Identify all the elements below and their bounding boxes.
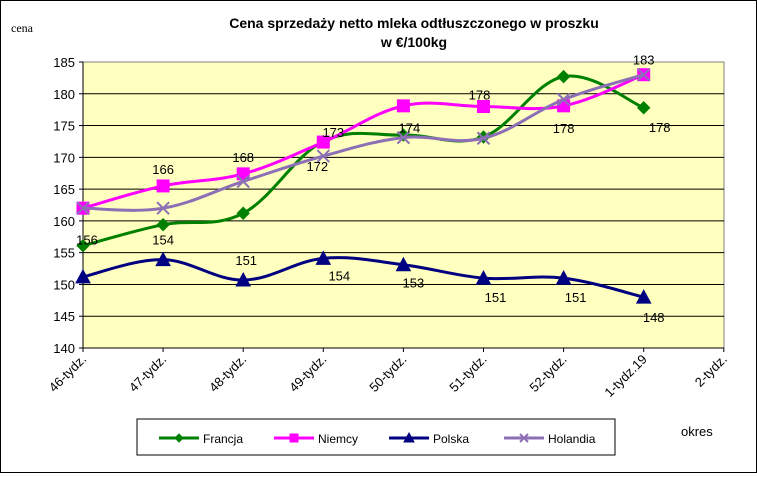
data-label-niemcy-3: 173	[322, 125, 344, 140]
data-label-francja-7: 178	[649, 120, 671, 135]
y-tick-label-180: 180	[53, 87, 75, 102]
data-label-francja-0: 156	[76, 233, 98, 248]
x-tick-label-6: 52-tydz.	[526, 352, 569, 395]
point-niemcy-4	[396, 99, 410, 113]
chart-title-line1: Cena sprzedaży netto mleka odtłuszczoneg…	[229, 15, 599, 31]
series-line-francja	[82, 74, 645, 248]
x-axis-ticks: 46-tydz. 47-tydz. 48-tydz. 49-tydz. 50-tydz.…	[46, 348, 730, 400]
point-polska-4	[395, 256, 412, 272]
series-line-holandia	[82, 73, 645, 212]
data-label-niemcy-1: 166	[152, 162, 174, 177]
legend: Francja Niemcy Polska Holandia	[136, 418, 616, 456]
legend-marker-polska	[403, 431, 415, 443]
data-label-polska-1: 154	[152, 233, 174, 248]
y-tick-label-155: 155	[53, 246, 75, 261]
point-polska-0	[75, 268, 91, 284]
point-holandia-3	[316, 149, 331, 163]
x-tick-label-2: 48-tydz.	[206, 352, 249, 395]
data-label-holandia-4: 174	[399, 121, 421, 136]
point-niemcy-2	[236, 167, 250, 181]
series-layer	[75, 68, 652, 304]
data-label-polska-6: 151	[565, 290, 587, 305]
point-polska-2	[235, 271, 252, 287]
legend-marker-holandia	[519, 433, 529, 443]
x-tick-label-8: 2-tydz.	[692, 352, 730, 390]
data-label-polska-3: 154	[328, 268, 350, 283]
x-tick-label-1: 47-tydz.	[126, 352, 169, 395]
data-label-polska-7: 148	[643, 310, 665, 325]
series-line-niemcy	[82, 73, 645, 210]
legend-label-polska: Polska	[433, 432, 469, 446]
data-label-holandia-3: 172	[306, 159, 328, 174]
data-label-polska-2: 151	[235, 253, 257, 268]
point-holandia-5	[476, 131, 491, 145]
grid-lines	[83, 93, 724, 317]
point-francja-6	[556, 69, 571, 84]
point-holandia-3-b	[316, 149, 331, 163]
point-polska-3	[315, 250, 332, 265]
legend-label-francja: Francja	[203, 432, 243, 446]
point-holandia-5-b	[476, 131, 491, 145]
point-francja-2	[236, 206, 250, 220]
point-polska-7	[635, 289, 652, 304]
point-holandia-4-b	[396, 130, 411, 145]
data-label-niemcy-6: 178	[553, 121, 575, 136]
point-polska-6	[555, 270, 572, 285]
point-holandia-2	[236, 174, 250, 189]
x-tick-label-3: 49-tydz.	[286, 352, 329, 395]
data-label-polska-4: 153	[403, 276, 425, 291]
point-holandia-7	[636, 68, 651, 82]
point-francja-7	[636, 101, 651, 115]
y-tick-label-150: 150	[53, 277, 75, 292]
point-holandia-6-b	[556, 92, 571, 107]
legend-marker-holandia-b	[519, 433, 529, 443]
series-line-polska	[82, 256, 645, 299]
point-holandia-4	[396, 130, 411, 145]
point-francja-0	[76, 238, 90, 253]
x-tick-label-0: 46-tydz.	[46, 352, 89, 395]
y-axis-ticks: 140 145 150 155 160 165 170 175 180 185	[53, 55, 83, 356]
y-tick-label-160: 160	[53, 214, 75, 229]
y-tick-label-175: 175	[53, 119, 75, 134]
y-tick-label-165: 165	[53, 182, 75, 197]
x-tick-label-5: 51-tydz.	[446, 352, 489, 395]
point-holandia-7-b	[636, 68, 651, 82]
point-polska-1	[155, 251, 171, 267]
point-holandia-6	[556, 92, 571, 107]
y-axis-label: cena	[11, 21, 34, 35]
x-tick-label-7: 1-tydz.19	[601, 352, 649, 400]
point-holandia-1	[156, 201, 170, 215]
point-niemcy-5	[477, 99, 490, 113]
point-holandia-0-b	[76, 201, 90, 215]
legend-marker-niemcy	[289, 433, 299, 443]
chart-title-line2: w €/100kg	[380, 34, 447, 50]
point-polska-5	[475, 270, 492, 285]
data-label-niemcy-5: 178	[469, 87, 491, 102]
series-polska	[75, 250, 652, 304]
data-label-niemcy-7: 183	[633, 53, 655, 68]
x-tick-label-4: 50-tydz.	[366, 352, 409, 395]
data-label-niemcy-2: 168	[232, 150, 254, 165]
point-niemcy-3	[316, 135, 330, 149]
y-tick-label-185: 185	[53, 55, 75, 70]
series-holandia	[76, 68, 651, 215]
point-francja-1	[156, 217, 170, 232]
point-holandia-0	[76, 201, 90, 215]
x-axis-label: okres	[681, 424, 713, 439]
point-holandia-2-b	[236, 174, 250, 189]
y-tick-label-145: 145	[53, 309, 75, 324]
data-label-polska-5: 151	[485, 290, 507, 305]
data-labels: 156 178 166 168 173 178 178 183 154 151 154 153 151 1…	[76, 53, 670, 325]
y-tick-label-140: 140	[53, 341, 75, 356]
legend-label-niemcy: Niemcy	[318, 432, 358, 446]
y-tick-label-170: 170	[53, 150, 75, 165]
legend-marker-francja	[174, 433, 184, 443]
point-niemcy-1	[156, 179, 170, 193]
legend-label-holandia: Holandia	[548, 432, 596, 446]
point-holandia-1-b	[156, 201, 170, 215]
